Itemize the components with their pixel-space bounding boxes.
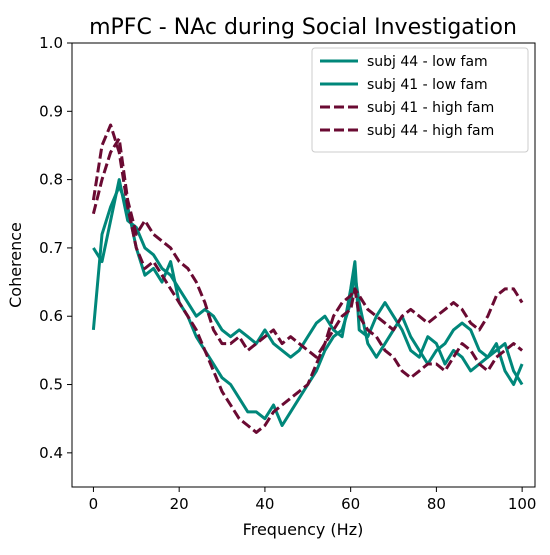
legend-box: [311, 47, 529, 153]
legend-label-3: subj 41 - high fam: [367, 100, 494, 116]
x-tick-label: 60: [341, 495, 360, 513]
y-tick-label: 0.7: [39, 239, 63, 257]
plot-area: 0 20 40 60 80 100 0.4 0.5 0.6 0.7 0.8 0.9 1.0: [39, 34, 536, 513]
chart-title: mPFC - NAc during Social Investigation: [89, 15, 517, 40]
y-tick-label: 0.4: [39, 444, 63, 462]
plot-frame: [71, 42, 536, 488]
y-tick-label: 0.6: [39, 307, 63, 325]
x-tick-label: 40: [255, 495, 274, 513]
x-tick-label: 100: [508, 495, 537, 513]
legend-label-1: subj 44 - low fam: [367, 54, 488, 70]
x-tick-label: 80: [427, 495, 446, 513]
y-axis-label: Coherence: [6, 222, 25, 308]
x-axis-label: Frequency (Hz): [243, 520, 364, 539]
legend-label-4: subj 44 - high fam: [367, 123, 494, 139]
legend-label-2: subj 41 - low fam: [367, 77, 488, 93]
legend: subj 44 - low fam subj 41 - low fam subj 4…: [311, 47, 529, 153]
y-tick-label: 0.5: [39, 376, 63, 394]
series-line-2: [92, 178, 524, 386]
x-tick-label: 0: [89, 495, 99, 513]
x-tick-label: 20: [170, 495, 189, 513]
y-tick-label: 0.8: [39, 171, 63, 189]
series-line-3: [91, 123, 524, 434]
series-line-4: [91, 137, 524, 359]
y-tick-label: 1.0: [39, 34, 63, 52]
y-tick-label: 0.9: [39, 102, 63, 120]
